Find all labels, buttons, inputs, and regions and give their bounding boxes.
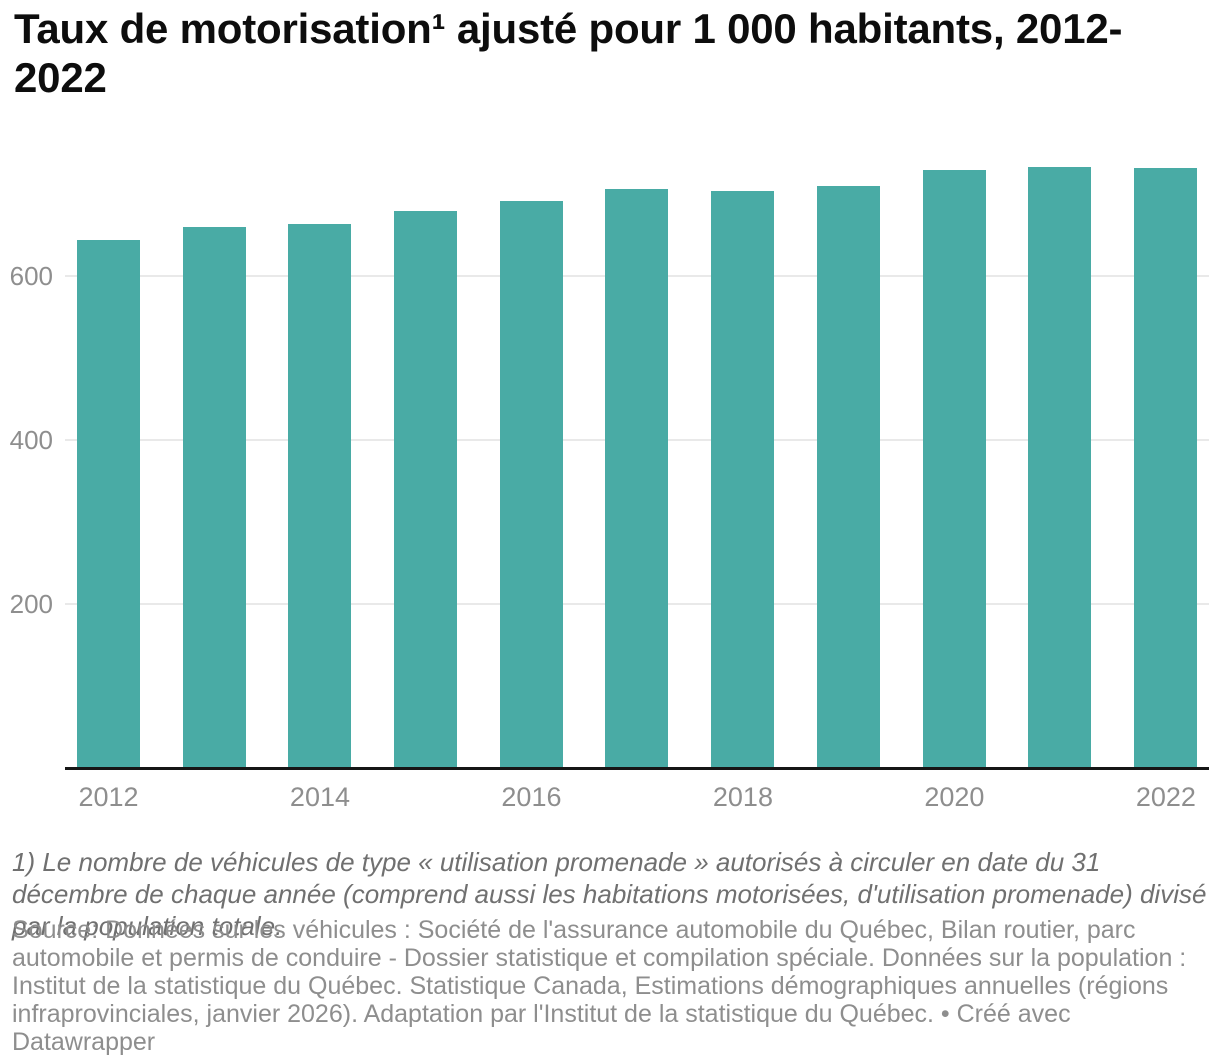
bar-2016[interactable] — [499, 201, 563, 768]
bar-2019[interactable] — [816, 186, 880, 768]
y-tick-label-600: 600 — [9, 261, 53, 292]
y-tick-label-200: 200 — [9, 589, 53, 620]
bar-2013[interactable] — [182, 227, 246, 768]
plot-area: 200 400 600 2012 2014 2016 2018 2020 2022 — [10, 150, 1209, 812]
bar-2014[interactable] — [288, 224, 352, 768]
source-text: Source: Données sur les véhicules : Soci… — [12, 916, 1187, 1056]
footnote-text: 1) Le nombre de véhicules de type « util… — [12, 847, 1207, 941]
x-axis-baseline — [65, 767, 1209, 770]
bar-2021[interactable] — [1028, 167, 1092, 768]
x-tick-label-2012: 2012 — [78, 782, 139, 812]
x-tick-label-2022: 2022 — [1135, 782, 1196, 812]
bars-layer — [77, 150, 1197, 768]
x-axis-labels: 2012 2014 2016 2018 2020 2022 — [65, 768, 1209, 812]
bar-2018[interactable] — [711, 191, 775, 768]
chart-title: Taux de motorisation¹ ajusté pour 1 000 … — [14, 5, 1123, 101]
y-tick-label-400: 400 — [9, 425, 53, 456]
x-tick-label-2016: 2016 — [501, 782, 562, 812]
x-tick-label-2020: 2020 — [924, 782, 985, 812]
bar-2017[interactable] — [605, 189, 669, 768]
bar-2022[interactable] — [1133, 168, 1197, 768]
bar-2015[interactable] — [394, 211, 458, 768]
x-tick-label-2018: 2018 — [712, 782, 773, 812]
bar-2012[interactable] — [77, 240, 140, 768]
bar-2020[interactable] — [922, 170, 986, 768]
x-tick-label-2014: 2014 — [289, 782, 350, 812]
